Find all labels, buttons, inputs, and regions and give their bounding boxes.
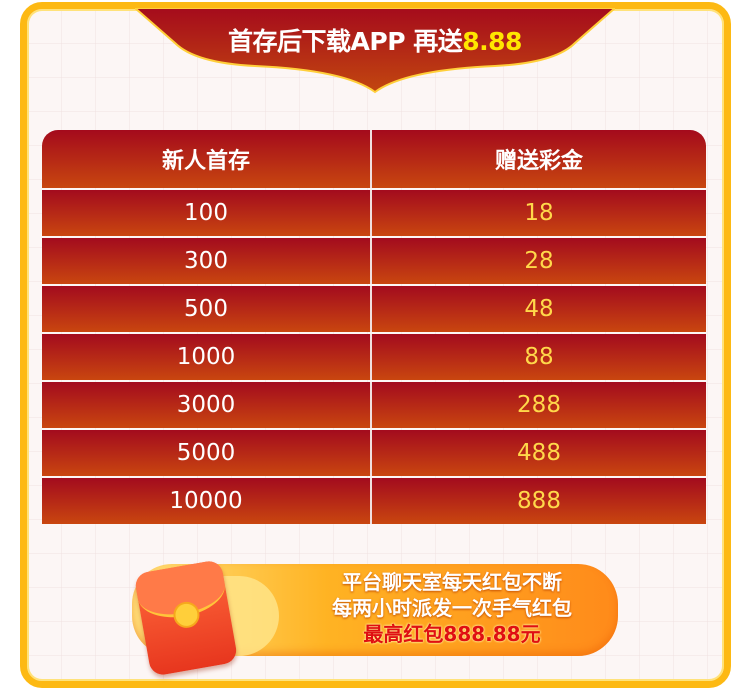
chatroom-red-packet-banner[interactable]: 平台聊天室每天红包不断 每两小时派发一次手气红包 最高红包888.88元 [124, 552, 620, 677]
bonus-cell: 888 [517, 488, 561, 514]
title-banner: 首存后下载APP 再送8.88 [135, 8, 615, 94]
banner-ribbon [135, 8, 615, 94]
bonus-cell: 288 [517, 392, 561, 418]
header-first-deposit: 新人首存 [42, 130, 372, 188]
deposit-cell: 100 [42, 190, 372, 236]
table-row: 300 28 [42, 238, 706, 284]
promo-line-3: 最高红包888.88元 [363, 622, 541, 646]
table-row: 3000 288 [42, 382, 706, 428]
promo-line-1: 平台聊天室每天红包不断 [342, 570, 562, 594]
banner-title: 首存后下载APP 再送8.88 [135, 22, 615, 58]
table-row: 10000 888 [42, 478, 706, 524]
bonus-cell: 28 [524, 248, 554, 274]
banner-bonus-amount: 8.88 [462, 27, 522, 56]
promo-line-2: 每两小时派发一次手气红包 [332, 596, 572, 620]
table-header: 新人首存 赠送彩金 [42, 130, 706, 188]
deposit-cell: 500 [42, 286, 372, 332]
bonus-cell: 18 [524, 200, 554, 226]
table-row: 100 18 [42, 190, 706, 236]
bonus-table: 新人首存 赠送彩金 100 18 300 28 500 48 1000 88 3000 288 50… [42, 130, 706, 524]
deposit-cell: 5000 [42, 430, 372, 476]
table-row: 1000 88 [42, 334, 706, 380]
deposit-cell: 1000 [42, 334, 372, 380]
deposit-cell: 10000 [42, 478, 372, 524]
deposit-cell: 300 [42, 238, 372, 284]
header-bonus: 赠送彩金 [494, 149, 583, 174]
banner-title-text: 首存后下载APP 再送 [228, 27, 463, 56]
bonus-cell: 88 [524, 344, 554, 370]
red-envelope-icon [133, 559, 239, 677]
bonus-cell: 48 [524, 296, 554, 322]
table-row: 5000 488 [42, 430, 706, 476]
deposit-cell: 3000 [42, 382, 372, 428]
bonus-cell: 488 [517, 440, 561, 466]
table-row: 500 48 [42, 286, 706, 332]
